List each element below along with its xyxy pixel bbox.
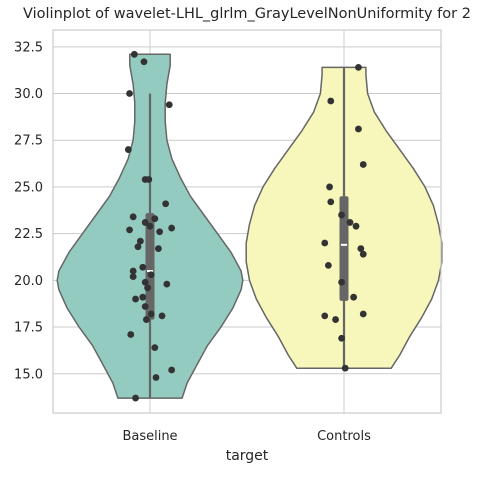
data-point-baseline [136, 237, 144, 245]
data-point-baseline [129, 273, 137, 281]
data-point-controls [321, 312, 329, 320]
point-layer [124, 50, 367, 402]
data-point-baseline [162, 200, 170, 208]
data-point-controls [321, 239, 329, 247]
data-point-baseline [139, 263, 147, 271]
data-point-baseline [147, 310, 155, 318]
data-point-baseline [144, 284, 151, 292]
data-point-controls [338, 211, 345, 219]
iqr-box-controls [339, 196, 349, 301]
median-marker-controls [341, 243, 347, 246]
data-point-controls [346, 219, 354, 226]
data-point-baseline [145, 176, 153, 183]
data-point-controls [338, 334, 345, 342]
data-point-baseline [140, 58, 148, 66]
data-point-controls [324, 262, 332, 269]
data-point-baseline [127, 331, 135, 338]
x-tick-label: Controls [317, 429, 371, 444]
data-point-baseline [151, 344, 159, 352]
x-tick-label: Baseline [122, 429, 177, 444]
data-point-controls [359, 310, 367, 318]
data-point-baseline [158, 312, 166, 320]
y-tick-label: 30.0 [14, 87, 43, 102]
data-point-baseline [126, 90, 133, 97]
data-point-baseline [147, 271, 155, 279]
data-point-baseline [124, 146, 132, 153]
data-point-baseline [141, 303, 149, 310]
data-point-baseline [151, 215, 159, 223]
data-point-controls [332, 316, 339, 323]
data-point-controls [355, 125, 362, 133]
box-layer [145, 67, 349, 399]
y-tick-label: 25.0 [14, 180, 43, 195]
y-tick-label: 32.5 [14, 40, 43, 55]
data-point-baseline [132, 394, 139, 402]
data-point-baseline [134, 243, 142, 251]
iqr-box-baseline [145, 213, 155, 320]
y-tick-label: 27.5 [14, 134, 43, 149]
data-point-baseline [168, 366, 176, 374]
x-axis-label: target [226, 448, 269, 464]
data-point-controls [338, 278, 345, 286]
y-tick-label: 15.0 [14, 367, 43, 382]
data-point-controls [327, 198, 335, 206]
data-point-baseline [168, 224, 176, 232]
data-point-baseline [141, 278, 149, 286]
data-point-controls [355, 63, 362, 71]
data-point-baseline [142, 316, 150, 323]
violin-layer [56, 53, 443, 399]
plot-frame [52, 29, 442, 414]
data-point-baseline [155, 245, 162, 252]
chart-title: Violinplot of wavelet-LHL_glrlm_GrayLeve… [23, 6, 471, 22]
data-point-baseline [152, 374, 160, 381]
y-tick-label: 17.5 [14, 321, 43, 336]
tick-layer: 15.0 17.5 20.0 22.5 25.0 27.5 30.0 32.5 Baseline… [14, 40, 371, 444]
data-point-baseline [146, 222, 154, 230]
data-point-baseline [129, 213, 137, 221]
median-marker-baseline [147, 270, 153, 273]
data-point-baseline [165, 101, 173, 109]
data-point-baseline [139, 293, 147, 301]
data-point-controls [359, 161, 367, 168]
data-point-controls [341, 364, 349, 372]
data-point-baseline [126, 226, 133, 234]
data-point-baseline [130, 50, 138, 58]
y-tick-label: 22.5 [14, 227, 43, 242]
data-point-controls [327, 97, 335, 105]
data-point-controls [357, 245, 365, 252]
data-point-baseline [156, 228, 164, 236]
data-point-controls [359, 250, 367, 258]
data-point-baseline [129, 267, 137, 275]
data-point-controls [352, 222, 360, 230]
data-point-baseline [132, 295, 139, 303]
data-point-controls [326, 183, 333, 191]
y-tick-label: 20.0 [14, 274, 43, 289]
data-point-baseline [163, 280, 171, 288]
data-point-baseline [141, 219, 149, 226]
data-point-controls [350, 293, 358, 301]
